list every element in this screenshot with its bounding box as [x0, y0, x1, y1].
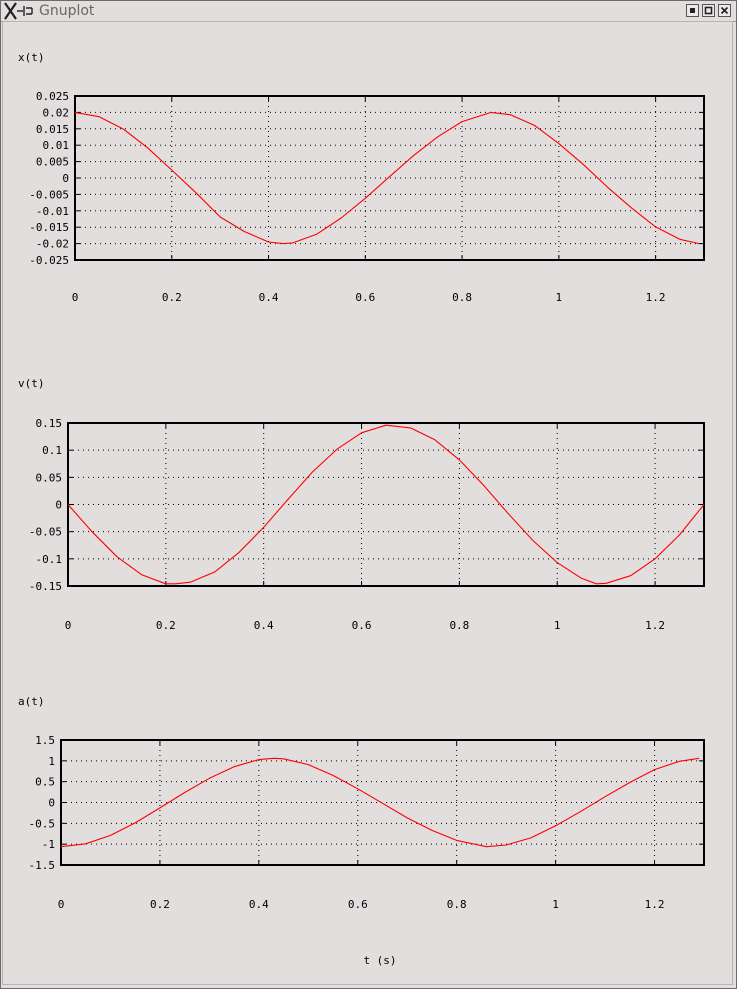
series-line — [60, 757, 700, 848]
y-tick-label: -0.025 — [29, 254, 69, 267]
x-tick-label: 1 — [554, 619, 561, 632]
maximize-icon — [704, 6, 713, 15]
y-tick-label: -0.005 — [29, 188, 69, 201]
y-tick-label: -0.015 — [29, 221, 69, 234]
y-axis-label: a(t) — [18, 695, 45, 708]
x-tick-label: 1.2 — [646, 291, 666, 304]
plot-border — [60, 739, 705, 866]
y-tick-label: 1 — [48, 755, 55, 768]
y-tick-label: -0.01 — [36, 205, 69, 218]
series-line — [67, 424, 705, 585]
plot-border — [74, 95, 705, 261]
x-tick-label: 1.2 — [645, 619, 665, 632]
series-line — [74, 111, 700, 245]
y-tick-label: 0 — [62, 172, 69, 185]
y-tick-label: -0.1 — [36, 553, 63, 566]
y-tick-label: 0.02 — [43, 106, 70, 119]
y-tick-label: -0.5 — [29, 817, 56, 830]
chart-v-of-t: v(t) -0.15 -0.1 -0.05 0 0.05 0.1 0.15 0 0.2 0.4 0.6… — [18, 377, 705, 632]
maximize-button[interactable] — [702, 4, 715, 17]
y-tick-label: 0 — [55, 499, 62, 512]
y-tick-label: 0.01 — [43, 139, 70, 152]
minimize-button[interactable] — [686, 4, 699, 17]
chart-x-of-t: x(t) -0.025 -0.02 -0.015 -0.01 -0.005 0 0.005 0.… — [18, 51, 705, 304]
x-tick-label: 0.8 — [452, 291, 472, 304]
y-axis-label: x(t) — [18, 51, 45, 64]
minimize-icon — [690, 8, 695, 13]
x-tick-label: 0 — [65, 619, 72, 632]
y-tick-label: 0.1 — [42, 444, 62, 457]
y-tick-label: -0.05 — [29, 526, 62, 539]
x-tick-label: 1.2 — [645, 898, 665, 911]
y-tick-label: 0.015 — [36, 123, 69, 136]
y-tick-label: -0.15 — [29, 580, 62, 593]
x-tick-label: 0.6 — [352, 619, 372, 632]
y-axis-label: v(t) — [18, 377, 45, 390]
y-tick-label: 0 — [48, 797, 55, 810]
x-tick-label: 0.8 — [449, 619, 469, 632]
x-tick-label: 0.2 — [162, 291, 182, 304]
y-tick-label: 0.15 — [36, 417, 63, 430]
x-tick-label: 0 — [58, 898, 65, 911]
chart-a-of-t: a(t) -1.5 -1 -0.5 0 0.5 1 1.5 0 0.2 0.4 0.6 0.8 1 1.2 — [18, 695, 705, 911]
y-tick-label: -1.5 — [29, 859, 56, 872]
close-button[interactable] — [718, 4, 731, 17]
x-tick-label: 0.6 — [355, 291, 375, 304]
y-tick-label: 0.025 — [36, 90, 69, 103]
x-tick-label: 1 — [552, 898, 559, 911]
y-tick-label: -1 — [42, 838, 55, 851]
window-title: Gnuplot — [39, 3, 95, 19]
y-tick-label: 0.005 — [36, 156, 69, 169]
close-icon — [720, 6, 729, 15]
x-tick-label: 0.8 — [447, 898, 467, 911]
x-tick-label: 0.4 — [249, 898, 269, 911]
x-window-icon[interactable] — [4, 2, 36, 20]
y-tick-label: -0.02 — [36, 238, 69, 251]
x-tick-label: 0.6 — [348, 898, 368, 911]
x-tick-label: 1 — [556, 291, 563, 304]
x-tick-label: 0 — [72, 291, 79, 304]
y-tick-label: 0.05 — [36, 471, 63, 484]
y-tick-label: 0.5 — [35, 776, 55, 789]
x-tick-label: 0.2 — [150, 898, 170, 911]
x-tick-label: 0.2 — [156, 619, 176, 632]
x-tick-label: 0.4 — [259, 291, 279, 304]
y-tick-label: 1.5 — [35, 734, 55, 747]
x-tick-label: 0.4 — [254, 619, 274, 632]
x-axis-label: t (s) — [363, 954, 396, 967]
